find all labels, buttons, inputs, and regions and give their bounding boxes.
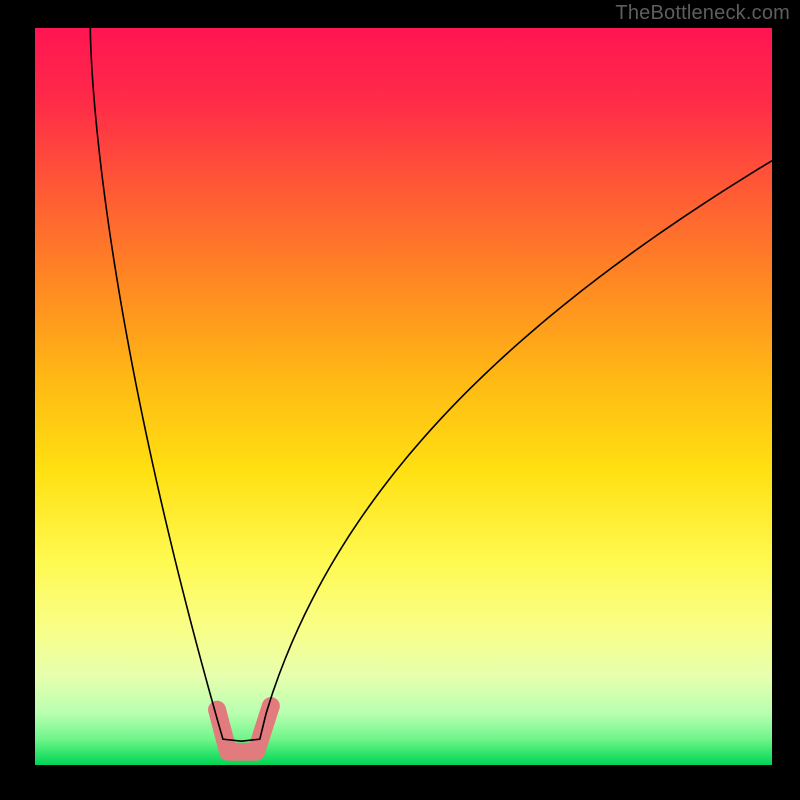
- bottleneck-chart-svg: [0, 0, 800, 800]
- plot-background: [35, 28, 772, 765]
- chart-container: TheBottleneck.com: [0, 0, 800, 800]
- watermark-text: TheBottleneck.com: [615, 2, 790, 25]
